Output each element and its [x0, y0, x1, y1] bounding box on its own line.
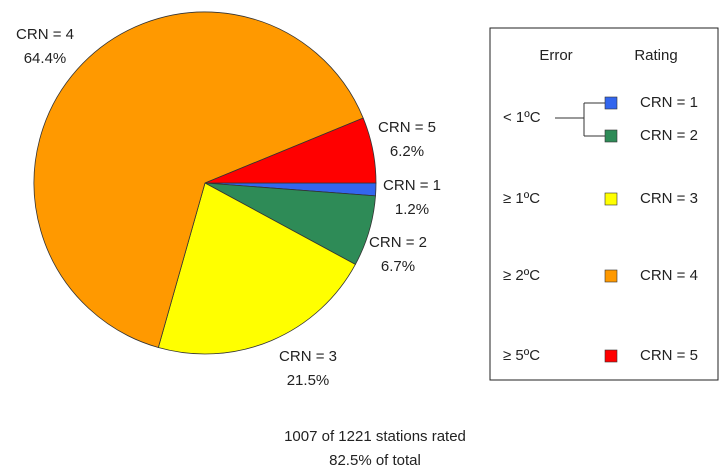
slice-label: CRN = 4: [16, 26, 74, 43]
annotation: 82.5% of total: [329, 452, 421, 469]
legend-header: Rating: [634, 47, 677, 64]
legend-label: CRN = 4: [640, 267, 698, 284]
slice-label: CRN = 3: [279, 348, 337, 365]
slice-value-label: 21.5%: [287, 372, 330, 389]
slice-value-label: 1.2%: [395, 201, 429, 218]
pie-slice: [33, 11, 364, 349]
slice-value-label: 64.4%: [24, 50, 67, 67]
annotation: 1007 of 1221 stations rated: [284, 428, 466, 445]
error-label: ≥ 1ºC: [503, 190, 540, 207]
bracket: [555, 102, 605, 137]
legend-label: CRN = 5: [640, 347, 698, 364]
slice-value-label: 6.2%: [390, 143, 424, 160]
legend-header: Error: [539, 47, 572, 64]
error-label: < 1ºC: [503, 109, 541, 126]
legend-box: [489, 27, 719, 381]
error-label: ≥ 5ºC: [503, 347, 540, 364]
slice-value-label: 6.7%: [381, 258, 415, 275]
legend-swatch: [604, 349, 618, 363]
pie-slice: [204, 117, 377, 184]
slice-label: CRN = 5: [378, 119, 436, 136]
slice-label: CRN = 1: [383, 177, 441, 194]
legend-label: CRN = 3: [640, 190, 698, 207]
slice-label: CRN = 2: [369, 234, 427, 251]
legend-swatch: [604, 269, 618, 283]
legend-label: CRN = 1: [640, 94, 698, 111]
legend-swatch: [604, 96, 618, 110]
legend-swatch: [604, 192, 618, 206]
legend-swatch: [604, 129, 618, 143]
legend-label: CRN = 2: [640, 127, 698, 144]
error-label: ≥ 2ºC: [503, 267, 540, 284]
pie-slice: [157, 182, 356, 355]
